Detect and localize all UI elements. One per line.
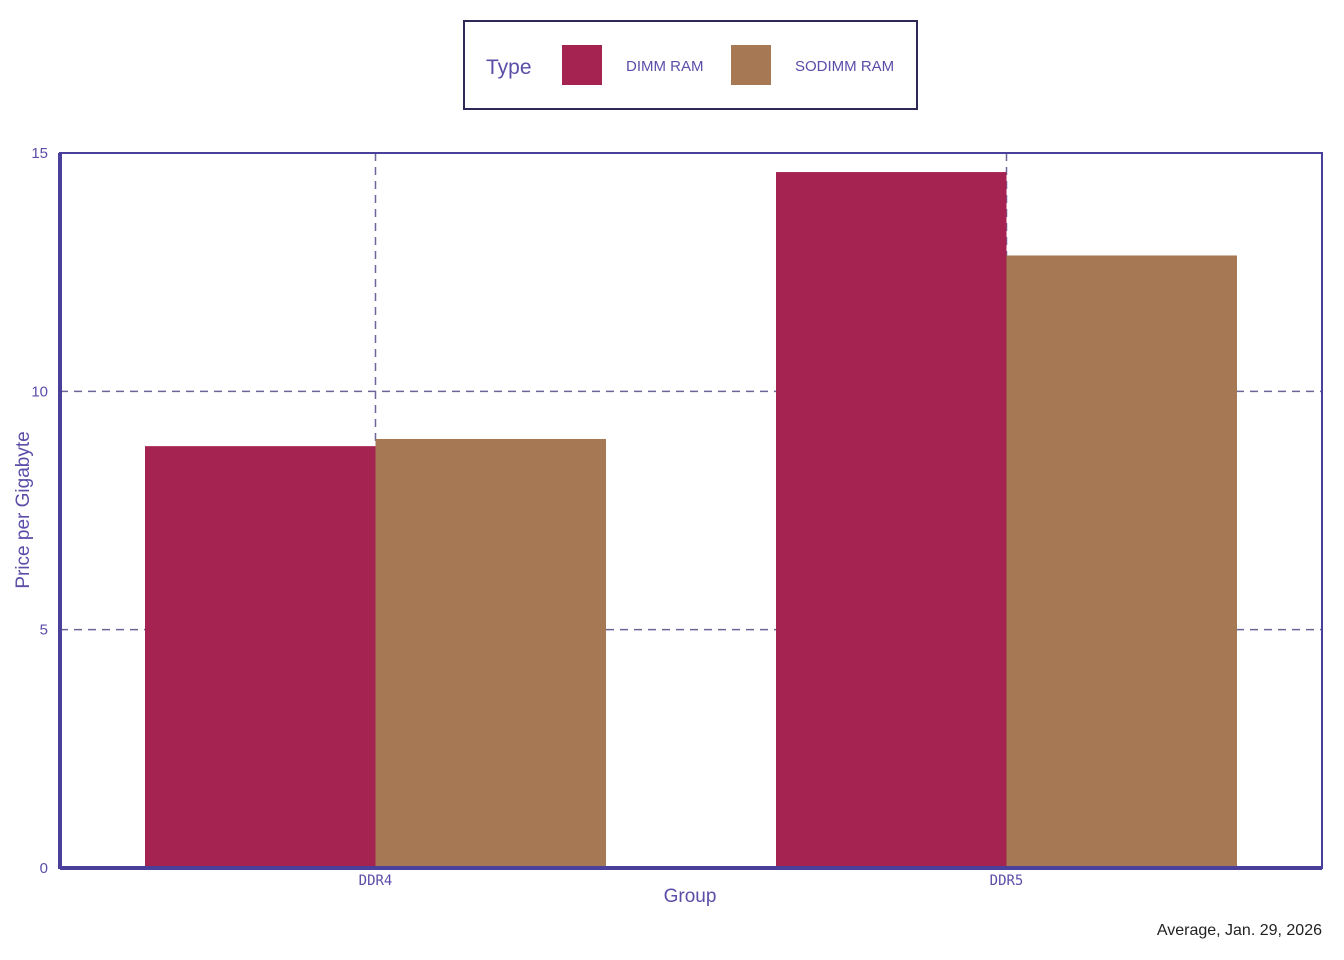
legend-items: DIMM RAM SODIMM RAM [562,45,894,85]
x-tick-label-DDR4: DDR4 [359,873,393,889]
bars [145,172,1237,869]
bar-DDR4-DIMM-RAM [145,446,376,868]
plot-area: 0 5 10 15 DDR4 DDR5 [31,145,1323,889]
bar-DDR5-SODIMM-RAM [1006,255,1237,868]
chart-annotation: Average, Jan. 29, 2026 [1157,922,1322,939]
legend-label-SODIMM-RAM: SODIMM RAM [795,58,894,75]
y-axis-label: Price per Gigabyte [13,431,34,588]
bar-DDR5-DIMM-RAM [776,172,1007,869]
legend-swatch-DIMM-RAM [562,45,602,85]
x-axis-label: Group [664,886,717,907]
y-tick-labels: 0 5 10 15 [31,145,48,877]
y-tick-label-0: 0 [40,860,48,877]
legend: Type DIMM RAM SODIMM RAM [463,20,918,110]
bar-DDR4-SODIMM-RAM [375,439,606,868]
y-tick-label-15: 15 [31,145,48,162]
plot-frame [58,152,1323,870]
legend-title: Type [486,56,532,79]
legend-swatch-SODIMM-RAM [731,45,771,85]
y-tick-label-5: 5 [40,622,48,639]
legend-box [463,20,918,110]
legend-label-DIMM-RAM: DIMM RAM [626,58,704,75]
x-tick-label-DDR5: DDR5 [990,873,1024,889]
x-tick-labels: DDR4 DDR5 [359,873,1024,889]
y-tick-label-10: 10 [31,383,48,400]
